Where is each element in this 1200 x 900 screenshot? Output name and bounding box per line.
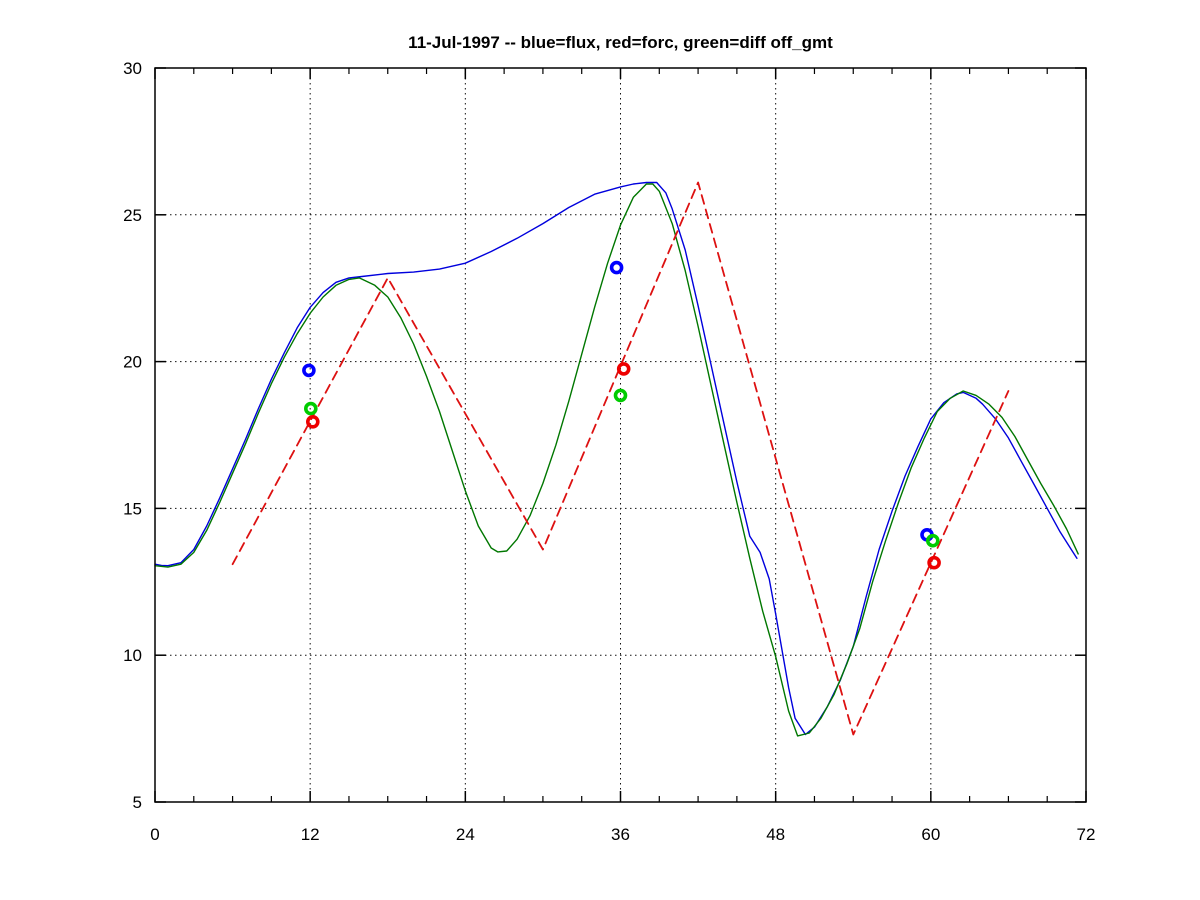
marker-flux-obs <box>302 363 316 378</box>
marker-diff-obs <box>925 533 940 548</box>
x-tick-label: 48 <box>766 825 785 844</box>
x-tick-label: 0 <box>150 825 159 844</box>
y-tick-label: 30 <box>123 59 142 78</box>
marker-forc-obs <box>616 362 631 376</box>
x-tick-label: 60 <box>921 825 940 844</box>
y-tick-label: 5 <box>133 793 142 812</box>
y-tick-label: 25 <box>123 206 142 225</box>
marker-diff-obs <box>613 388 628 403</box>
series-flux <box>154 181 1078 736</box>
x-tick-label: 72 <box>1077 825 1096 844</box>
chart-title: 11-Jul-1997 -- blue=flux, red=forc, gree… <box>408 33 833 52</box>
y-tick-label: 20 <box>123 353 142 372</box>
series-diff <box>154 183 1079 737</box>
marker-forc-obs <box>305 414 320 429</box>
y-tick-label: 10 <box>123 646 142 665</box>
marker-forc-obs <box>927 555 941 570</box>
x-tick-label: 24 <box>456 825 475 844</box>
x-tick-label: 36 <box>611 825 630 844</box>
series-forc <box>231 181 1010 736</box>
marker-flux-obs <box>609 260 624 275</box>
x-tick-label: 12 <box>301 825 320 844</box>
y-tick-label: 15 <box>123 499 142 518</box>
marker-diff-obs <box>303 401 318 416</box>
